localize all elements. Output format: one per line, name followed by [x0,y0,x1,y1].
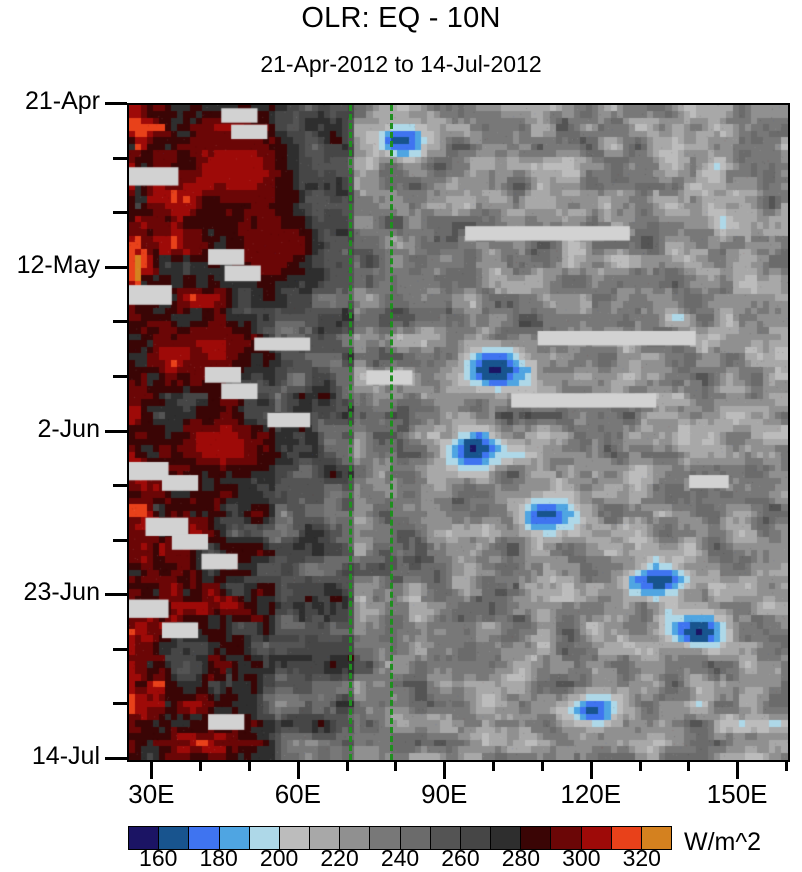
x-axis-major-tick-top [0,159,3,177]
x-axis-major-tick [443,760,447,779]
x-axis-major-tick [296,760,300,779]
x-axis-tick-label: 120E [560,779,622,809]
x-axis-minor-tick [345,760,349,771]
y-axis-minor-tick [113,320,127,324]
colorbar-swatch [459,827,491,849]
colorbar-swatch [188,827,219,849]
y-axis-major-tick [105,593,127,597]
colorbar-tick-label: 300 [562,845,601,871]
x-axis-minor-tick-top [0,137,3,148]
x-axis-minor-tick [199,760,203,771]
x-axis-minor-tick-top [0,177,3,188]
colorbar-swatch [218,827,249,849]
y-axis-minor-tick [113,156,127,160]
colorbar-swatch [610,827,641,849]
colorbar-tick-label: 280 [501,845,541,871]
y-axis-tick-label: 14-Jul [31,742,100,770]
colorbar-tick-label: 200 [259,845,299,871]
reference-line-west [348,105,352,760]
colorbar-units-label: W/m^2 [684,828,762,856]
colorbar-tick-label: 180 [199,845,238,871]
y-axis-minor-tick [113,211,127,215]
y-axis-minor-tick [113,647,127,651]
colorbar-swatch [640,827,672,849]
x-axis-minor-tick [540,760,544,771]
x-axis-tick-label: 30E [128,779,175,809]
colorbar-swatch [278,827,310,849]
colorbar-swatch [550,827,581,849]
colorbar-swatch [520,827,551,849]
y-axis-tick-label: 21-Apr [24,87,100,115]
x-axis-major-tick [150,760,154,779]
x-axis-major-tick [589,760,593,779]
y-axis-minor-tick [113,702,127,706]
colorbar-swatch [129,827,159,849]
x-axis-minor-tick-top [0,217,3,228]
axes-layer: 21-Apr 12-May 2-Jun 23-Jun 14-Jul 30E 60E 90E 12… [0,0,802,809]
x-axis-tick-label: 90E [421,779,468,809]
colorbar-tick-label: 160 [139,845,178,871]
x-axis-major-tick-top [0,119,3,137]
colorbar [128,826,672,850]
x-axis-minor-tick [687,760,691,771]
page-title: OLR: EQ - 10N [301,2,501,34]
x-axis-tick-label: 60E [274,779,321,809]
colorbar-tick-label: 240 [380,845,420,871]
x-axis-major-tick-top [0,199,3,217]
x-axis-minor-tick [492,760,496,771]
colorbar-swatch [490,827,521,849]
y-axis-minor-tick [113,538,127,542]
x-axis-tick-label: 150E [706,779,768,809]
colorbar-tick-label: 260 [441,845,480,871]
x-axis-minor-tick [785,760,788,771]
colorbar-swatch [339,827,370,849]
x-axis-minor-tick [638,760,642,771]
y-axis-major-tick [105,265,127,269]
reference-line-east [390,105,394,760]
date-range-subtitle: 21-Apr-2012 to 14-Jul-2012 [260,51,542,77]
x-axis-minor-tick-top [0,188,3,199]
y-axis-major-tick [105,102,127,105]
y-axis-minor-tick [113,484,127,488]
y-axis-tick-label: 12-May [16,250,100,279]
colorbar-tick-label: 320 [622,845,661,871]
olr-heatmap-canvas [129,105,788,760]
colorbar-swatch [580,827,611,849]
colorbar-swatch [429,827,460,849]
colorbar-swatch [158,827,189,849]
colorbar-tick-label: 220 [320,845,359,871]
x-axis-minor-tick [248,760,252,771]
x-axis-minor-tick [394,760,398,771]
hovmoller-plot-area [127,103,790,762]
x-axis-major-tick [736,760,740,779]
y-axis-tick-label: 23-Jun [23,578,100,607]
colorbar-swatch [399,827,430,849]
y-axis-tick-label: 2-Jun [37,414,100,443]
colorbar-swatch [369,827,400,849]
colorbar-swatch [309,827,340,849]
x-axis-minor-tick-top [0,148,3,159]
y-axis-major-tick [105,429,127,433]
y-axis-major-tick [105,757,127,760]
colorbar-swatch [248,827,279,849]
y-axis-minor-tick [113,374,127,378]
